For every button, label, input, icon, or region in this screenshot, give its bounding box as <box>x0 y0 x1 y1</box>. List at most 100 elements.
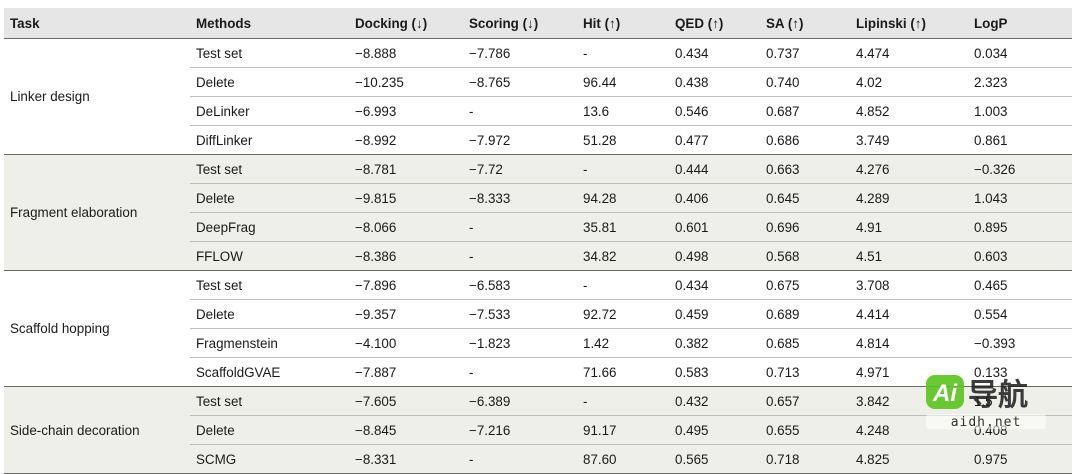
qed-cell: 0.438 <box>669 67 760 97</box>
lipinski-cell: 4.248 <box>850 415 968 445</box>
logp-cell: 2.323 <box>968 67 1072 97</box>
sa-cell: 0.657 <box>760 386 850 416</box>
method-cell: Delete <box>190 299 349 329</box>
docking-cell: −8.888 <box>349 38 463 68</box>
lipinski-cell: 4.971 <box>850 357 968 387</box>
docking-cell: −9.815 <box>349 183 463 213</box>
qed-cell: 0.382 <box>669 328 760 358</box>
qed-cell: 0.434 <box>669 270 760 300</box>
logp-cell: 1.003 <box>968 96 1072 126</box>
lipinski-cell: 4.02 <box>850 67 968 97</box>
scoring-cell: - <box>463 357 577 387</box>
method-cell: FFLOW <box>190 241 349 271</box>
method-cell: Fragmenstein <box>190 328 349 358</box>
method-cell: Delete <box>190 67 349 97</box>
scoring-cell: −8.765 <box>463 67 577 97</box>
hit-cell: 34.82 <box>577 241 669 271</box>
lipinski-cell: 4.91 <box>850 212 968 242</box>
sa-cell: 0.568 <box>760 241 850 271</box>
method-cell: Test set <box>190 386 349 416</box>
method-cell: Test set <box>190 38 349 68</box>
logp-cell: 0.465 <box>968 270 1072 300</box>
qed-cell: 0.546 <box>669 96 760 126</box>
method-cell: Test set <box>190 154 349 184</box>
col-header-lipinski: Lipinski (↑) <box>850 8 968 39</box>
sa-cell: 0.737 <box>760 38 850 68</box>
scoring-cell: −7.533 <box>463 299 577 329</box>
hit-cell: - <box>577 270 669 300</box>
col-header-sa: SA (↑) <box>760 8 850 39</box>
docking-cell: −8.781 <box>349 154 463 184</box>
table-row: DiffLinker −8.992 −7.972 51.28 0.477 0.686 3.7… <box>4 125 1072 155</box>
docking-cell: −8.066 <box>349 212 463 242</box>
scoring-cell: −7.72 <box>463 154 577 184</box>
sa-cell: 0.696 <box>760 212 850 242</box>
table-row: Side-chain decoration Test set −7.605 −6.38… <box>4 386 1072 474</box>
col-header-docking: Docking (↓) <box>349 8 463 39</box>
lipinski-cell: 4.474 <box>850 38 968 68</box>
hit-cell: - <box>577 154 669 184</box>
lipinski-cell: 4.51 <box>850 241 968 271</box>
results-table: Task Methods Docking (↓) Scoring (↓) Hit… <box>4 8 1072 474</box>
scoring-cell: −6.583 <box>463 270 577 300</box>
logp-cell: 0.603 <box>968 241 1072 271</box>
docking-cell: −8.992 <box>349 125 463 155</box>
scoring-cell: −7.216 <box>463 415 577 445</box>
logp-cell: 0.861 <box>968 125 1072 155</box>
sa-cell: 0.655 <box>760 415 850 445</box>
docking-cell: −7.887 <box>349 357 463 387</box>
qed-cell: 0.444 <box>669 154 760 184</box>
lipinski-cell: 4.852 <box>850 96 968 126</box>
col-header-logp: LogP <box>968 8 1072 39</box>
table-row: FFLOW −8.386-34.82 0.498 0.568 4.51 0.603 <box>4 241 1072 271</box>
task-cell: Side-chain decoration <box>4 386 190 474</box>
col-header-qed: QED (↑) <box>669 8 760 39</box>
sa-cell: 0.686 <box>760 125 850 155</box>
hit-cell: 87.60 <box>577 444 669 474</box>
docking-cell: −6.993 <box>349 96 463 126</box>
table-row: Delete −10.235 −8.765 96.44 0.438 0.740 4.02 2.… <box>4 67 1072 97</box>
qed-cell: 0.583 <box>669 357 760 387</box>
task-cell: Fragment elaboration <box>4 154 190 271</box>
table-row: ScaffoldGVAE −7.887-71.66 0.583 0.713 4.971 0… <box>4 357 1072 387</box>
method-cell: SCMG <box>190 444 349 474</box>
scoring-cell: - <box>463 212 577 242</box>
hit-cell: - <box>577 386 669 416</box>
header-row: Task Methods Docking (↓) Scoring (↓) Hit… <box>4 8 1072 39</box>
qed-cell: 0.601 <box>669 212 760 242</box>
table-row: Linker design Test set −8.888 −7.786-0.434 0… <box>4 38 1072 155</box>
hit-cell: 1.42 <box>577 328 669 358</box>
hit-cell: 13.6 <box>577 96 669 126</box>
col-header-hit: Hit (↑) <box>577 8 669 39</box>
logp-cell: 0.034 <box>968 38 1072 68</box>
logp-cell: 1.5 <box>968 386 1072 416</box>
docking-cell: −4.100 <box>349 328 463 358</box>
sa-cell: 0.687 <box>760 96 850 126</box>
table-body: Linker design Test set −8.888 −7.786-0.434 0… <box>4 38 1072 474</box>
sa-cell: 0.718 <box>760 444 850 474</box>
table-row: DeLinker −6.993-13.6 0.546 0.687 4.852 1.003 <box>4 96 1072 126</box>
lipinski-cell: 4.414 <box>850 299 968 329</box>
docking-cell: −9.357 <box>349 299 463 329</box>
docking-cell: −8.845 <box>349 415 463 445</box>
qed-cell: 0.565 <box>669 444 760 474</box>
logp-cell: 0.133 <box>968 357 1072 387</box>
sa-cell: 0.663 <box>760 154 850 184</box>
logp-cell: 0.975 <box>968 444 1072 474</box>
qed-cell: 0.432 <box>669 386 760 416</box>
logp-cell: 0.408 <box>968 415 1072 445</box>
hit-cell: 71.66 <box>577 357 669 387</box>
sa-cell: 0.713 <box>760 357 850 387</box>
docking-cell: −8.386 <box>349 241 463 271</box>
scoring-cell: −8.333 <box>463 183 577 213</box>
hit-cell: 51.28 <box>577 125 669 155</box>
col-header-methods: Methods <box>190 8 349 39</box>
col-header-task: Task <box>4 8 190 39</box>
logp-cell: 0.554 <box>968 299 1072 329</box>
method-cell: Delete <box>190 183 349 213</box>
qed-cell: 0.498 <box>669 241 760 271</box>
sa-cell: 0.685 <box>760 328 850 358</box>
table-row: Delete −9.357 −7.533 92.72 0.459 0.689 4.414 0.… <box>4 299 1072 329</box>
logp-cell: −0.393 <box>968 328 1072 358</box>
task-cell: Scaffold hopping <box>4 270 190 387</box>
